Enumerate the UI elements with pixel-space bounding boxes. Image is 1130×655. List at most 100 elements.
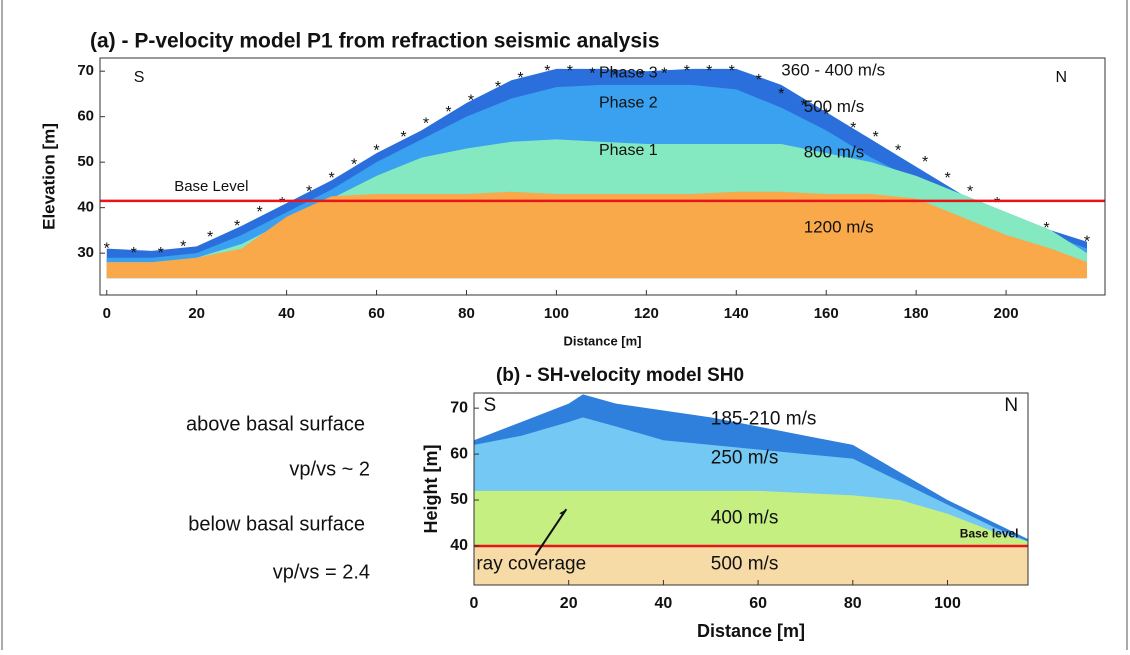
geophone-marker: * [1084, 234, 1090, 251]
annotation: Phase 3 [599, 65, 658, 82]
y-tick-label: 70 [450, 399, 468, 416]
note: above basal surface [186, 413, 365, 435]
ray-arrow-head [559, 509, 567, 516]
y-tick-label: 50 [450, 491, 468, 508]
geophone-marker: * [801, 97, 807, 114]
geophone-marker: * [729, 63, 735, 80]
x-tick-label: 60 [368, 305, 385, 322]
geophone-marker: * [400, 129, 406, 146]
layer-label: 400 m/s [711, 507, 779, 528]
x-tick-label: 80 [458, 305, 475, 322]
geophone-marker: * [639, 68, 645, 85]
layer-label: 1200 m/s [804, 218, 874, 237]
x-tick-label: 160 [814, 305, 839, 322]
geophone-marker: * [945, 170, 951, 187]
note: below basal surface [188, 513, 365, 535]
layer-label: 500 m/s [804, 97, 864, 116]
y-tick-label: 40 [450, 537, 468, 554]
y-tick-label: 60 [77, 108, 94, 125]
x-tick-label: 200 [994, 305, 1019, 322]
y-tick-label: 60 [450, 445, 468, 462]
y-axis-label: Height [m] [421, 445, 441, 534]
geophone-marker: * [468, 93, 474, 110]
layer-label: 800 m/s [804, 143, 864, 162]
geophone-marker: * [328, 170, 334, 187]
annotation: S [483, 395, 496, 416]
y-tick-label: 70 [77, 62, 94, 79]
note: vp/vs = 2.4 [273, 561, 370, 583]
velocity-layer [106, 191, 1088, 279]
x-tick-label: 80 [844, 595, 862, 612]
geophone-marker: * [684, 63, 690, 80]
geophone-marker: * [279, 195, 285, 212]
x-tick-label: 40 [655, 595, 673, 612]
geophone-marker: * [994, 195, 1000, 212]
geophone-marker: * [544, 63, 550, 80]
y-tick-label: 30 [77, 244, 94, 261]
panel: * * * *************** * * * * * * * * **************… [39, 30, 1106, 348]
geophone-marker: * [967, 184, 973, 201]
annotation: ray coverage [476, 553, 586, 574]
geophone-marker: * [895, 143, 901, 160]
geophone-marker: * [180, 238, 186, 255]
geophone-marker: * [706, 63, 712, 80]
layer-label: 250 m/s [711, 448, 779, 469]
chart-title: (b) - SH-velocity model SH0 [496, 365, 744, 386]
geophone-marker: * [495, 79, 501, 96]
annotation: Phase 2 [599, 94, 658, 111]
geophone-marker: * [612, 68, 618, 85]
geophone-marker: * [850, 120, 856, 137]
layer-label: 500 m/s [711, 553, 779, 574]
x-tick-label: 60 [749, 595, 767, 612]
geophone-marker: * [873, 129, 879, 146]
x-tick-label: 100 [544, 305, 569, 322]
layer-label: 185-210 m/s [711, 409, 817, 430]
geophone-marker: * [351, 156, 357, 173]
annotation: N [1056, 69, 1068, 86]
x-axis-label: Distance [m] [697, 621, 805, 641]
layer-label: 360 - 400 m/s [781, 61, 885, 80]
plot-area: * * * * * * * * * * * * * * * * * * * * * * * * * * * * * * * * * * * * * * * * [100, 63, 1105, 279]
axes-box [99, 57, 1106, 296]
geophone-marker: * [257, 204, 263, 221]
y-tick-label: 50 [77, 153, 94, 170]
x-tick-label: 0 [103, 305, 111, 322]
note: vp/vs ~ 2 [289, 458, 370, 480]
y-tick-label: 40 [77, 199, 94, 216]
x-tick-label: 20 [188, 305, 205, 322]
panel: Base level 185-210 m/s 250 m/s 400 m/s 500 m… [421, 365, 1029, 641]
base-level-label: Base Level [174, 178, 248, 195]
x-tick-label: 40 [278, 305, 295, 322]
x-tick-label: 100 [934, 595, 961, 612]
x-tick-label: 140 [724, 305, 749, 322]
axes-box [473, 392, 1029, 586]
base-level-label: Base level [960, 527, 1019, 541]
annotation: S [134, 69, 145, 86]
geophone-marker: * [373, 143, 379, 160]
geophone-marker: * [423, 115, 429, 132]
geophone-marker: * [1043, 220, 1049, 237]
geophone-marker: * [104, 241, 110, 258]
plot-area [474, 394, 1028, 585]
velocity-layer [474, 545, 1028, 585]
geophone-marker: * [234, 218, 240, 235]
geophone-marker: * [589, 65, 595, 82]
geophone-marker: * [567, 63, 573, 80]
x-tick-label: 20 [560, 595, 578, 612]
chart-title: (a) - P-velocity model P1 from refractio… [90, 30, 660, 53]
geophone-marker: * [661, 65, 667, 82]
geophone-marker: * [922, 154, 928, 171]
x-axis-label: Distance [m] [563, 333, 641, 348]
geophone-marker: * [778, 86, 784, 103]
geophone-marker: * [158, 245, 164, 262]
geophone-marker: * [517, 70, 523, 87]
x-tick-label: 120 [634, 305, 659, 322]
annotation: N [1004, 395, 1018, 416]
ray-arrow [534, 508, 568, 556]
geophone-marker: * [756, 72, 762, 89]
y-axis-label: Elevation [m] [39, 123, 58, 230]
geophone-marker: * [306, 184, 312, 201]
annotation: Phase 1 [599, 142, 658, 159]
geophone-marker: * [131, 245, 137, 262]
